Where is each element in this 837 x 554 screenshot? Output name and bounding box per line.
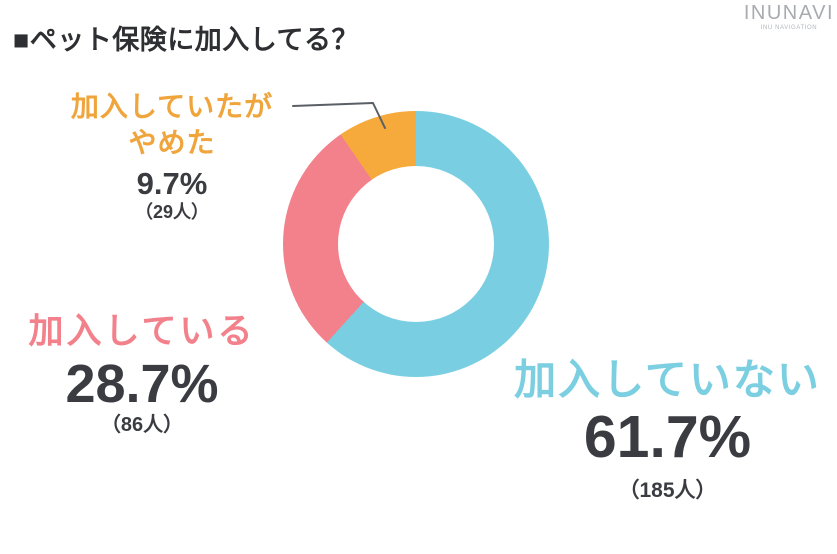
segment-label-quit-percent: 9.7% bbox=[136, 165, 208, 201]
segment-label-quit-name-line2: やめた bbox=[128, 127, 216, 159]
segment-label-insured-name: 加入している bbox=[28, 312, 256, 351]
page-title: ■ペット保険に加入してる？ bbox=[13, 25, 359, 55]
inunavi-logo-text: INUNAVI bbox=[743, 2, 834, 24]
segment-label-insured: 加入している 28.7% （86人） bbox=[2, 310, 282, 439]
segment-label-insured-count: （86人） bbox=[100, 414, 184, 437]
segment-label-not-insured-name: 加入していない bbox=[514, 356, 821, 403]
inunavi-logo: INUNAVI INU NAVIGATION bbox=[744, 3, 834, 31]
segment-label-not-insured-count: （185人） bbox=[618, 479, 717, 503]
segment-label-not-insured-percent: 61.7% bbox=[583, 404, 752, 471]
inunavi-logo-subtitle: INU NAVIGATION bbox=[760, 25, 818, 31]
segment-label-not-insured: 加入していない 61.7% （185人） bbox=[500, 355, 835, 505]
segment-label-quit-name: 加入していたが やめた bbox=[32, 89, 312, 162]
segment-label-quit-count: （29人） bbox=[134, 202, 210, 223]
donut-hole bbox=[338, 166, 494, 322]
segment-label-insured-percent: 28.7% bbox=[65, 353, 219, 414]
segment-label-quit-name-line1: 加入していたが bbox=[70, 91, 274, 122]
donut-chart bbox=[283, 111, 549, 377]
segment-label-quit: 加入していたが やめた 9.7% （29人） bbox=[32, 89, 312, 225]
